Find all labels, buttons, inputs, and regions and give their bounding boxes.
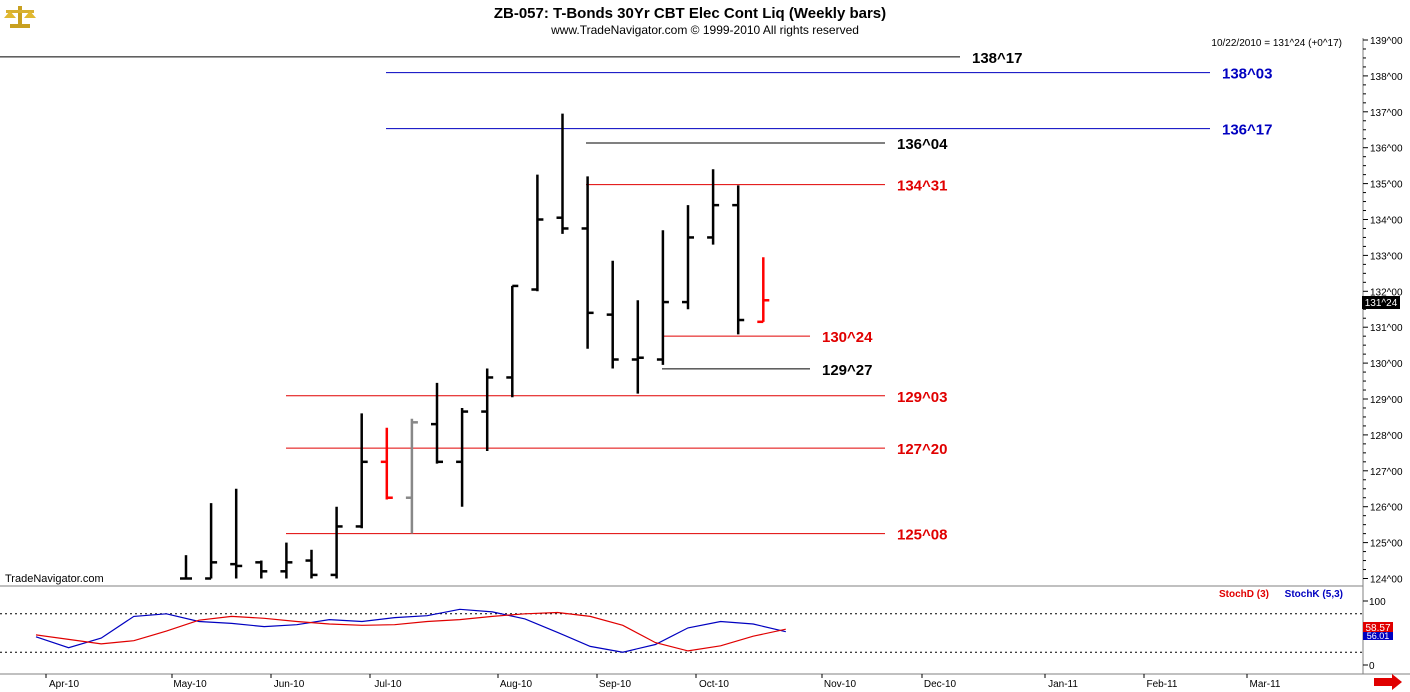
time-tick-label: Dec-10 — [924, 679, 957, 690]
level-label: 136^17 — [1222, 122, 1272, 139]
level-label: 127^20 — [897, 441, 947, 458]
price-tick-label: 132^00 — [1370, 287, 1403, 298]
ohlc-bar — [180, 555, 192, 580]
ohlc-bar — [631, 300, 644, 394]
level-label: 129^27 — [822, 362, 872, 379]
stoch-d-value: 56.01 — [1367, 631, 1390, 641]
indicator-tick-label: 100 — [1369, 597, 1386, 608]
support-resistance-levels: 138^17 138^03 136^17 136^04 134^31 130^24 129^… — [0, 50, 1272, 544]
price-tick-label: 131^00 — [1370, 323, 1403, 334]
time-tick-label: Mar-11 — [1250, 679, 1281, 690]
ohlc-bar — [606, 260, 619, 369]
price-tick-label: 136^00 — [1370, 144, 1403, 155]
level-label: 138^17 — [972, 50, 1022, 67]
current-price-label: 131^24 — [1365, 298, 1398, 309]
ohlc-bar — [556, 113, 569, 234]
level-label: 134^31 — [897, 178, 947, 195]
time-axis: Apr-10 May-10 Jun-10 Jul-10 Aug-10 Sep-10 Oct-… — [45, 674, 1281, 690]
level-label: 136^04 — [897, 136, 948, 153]
price-tick-label: 138^00 — [1370, 72, 1403, 83]
stoch-d-line — [35, 611, 786, 652]
price-tick-label: 128^00 — [1370, 431, 1403, 442]
level-label: 125^08 — [897, 527, 947, 544]
price-tick-label: 133^00 — [1370, 251, 1403, 262]
level-label: 138^03 — [1222, 66, 1272, 83]
watermark: TradeNavigator.com — [5, 573, 104, 585]
last-bar-info: 10/22/2010 = 131^24 (+0^17) — [1211, 38, 1342, 49]
indicator-tick-label: 0 — [1369, 661, 1375, 672]
ohlc-bar — [531, 174, 544, 292]
legend-stoch-k: StochK (5,3) — [1285, 589, 1343, 600]
indicator-value-badges: 56.01 58.57 — [1363, 622, 1393, 641]
ohlc-bar — [682, 205, 694, 310]
price-tick-label: 139^00 — [1370, 36, 1403, 47]
ohlc-bar — [205, 503, 218, 580]
level-label: 130^24 — [822, 329, 873, 346]
ohlc-bar — [230, 488, 243, 579]
time-tick-label: Aug-10 — [500, 679, 533, 690]
time-tick-label: Nov-10 — [824, 679, 857, 690]
time-tick-label: Jun-10 — [274, 679, 305, 690]
price-tick-label: 127^00 — [1370, 467, 1403, 478]
level-label: 129^03 — [897, 389, 947, 406]
time-tick-label: May-10 — [173, 679, 207, 690]
ohlc-bar — [581, 176, 594, 349]
ohlc-bar — [405, 418, 418, 534]
time-tick-label: Feb-11 — [1147, 679, 1178, 690]
stoch-k-line — [35, 608, 786, 653]
time-tick-label: Apr-10 — [49, 679, 79, 690]
ohlc-bar — [656, 230, 669, 365]
chart-subtitle: www.TradeNavigator.com © 1999-2010 All r… — [550, 23, 859, 37]
price-tick-label: 125^00 — [1370, 539, 1403, 550]
chart-title: ZB-057: T-Bonds 30Yr CBT Elec Cont Liq (… — [494, 5, 886, 22]
price-tick-label: 137^00 — [1370, 108, 1403, 119]
ohlc-bars — [180, 113, 770, 580]
price-tick-label: 134^00 — [1370, 216, 1403, 227]
price-tick-label: 130^00 — [1370, 359, 1403, 370]
ohlc-bar — [280, 542, 293, 579]
ohlc-bar — [732, 185, 745, 335]
ohlc-bar — [380, 427, 393, 500]
time-tick-label: Sep-10 — [599, 679, 632, 690]
ohlc-bar — [431, 382, 443, 464]
ohlc-bar — [757, 257, 770, 324]
time-tick-label: Jan-11 — [1048, 679, 1078, 690]
ohlc-bar — [481, 368, 494, 452]
price-tick-label: 135^00 — [1370, 180, 1403, 191]
ohlc-bar — [355, 413, 368, 529]
ohlc-bar — [456, 407, 469, 507]
ohlc-bar — [506, 284, 519, 398]
ohlc-bar — [707, 169, 720, 245]
current-price-marker: 131^24 — [1362, 296, 1400, 309]
price-axis: 124^00 125^00 126^00 127^00 128^00 129^00 130^… — [1363, 36, 1403, 586]
price-tick-label: 129^00 — [1370, 395, 1403, 406]
ohlc-bar — [255, 560, 268, 579]
ohlc-bar — [305, 549, 318, 579]
price-tick-label: 126^00 — [1370, 503, 1403, 514]
time-tick-label: Jul-10 — [374, 679, 402, 690]
legend-stoch-d: StochD (3) — [1219, 589, 1269, 600]
gold-scale-icon — [4, 6, 36, 28]
stoch-k-value: 58.57 — [1365, 623, 1390, 634]
ohlc-bar — [330, 506, 343, 579]
scroll-right-arrow-icon[interactable] — [1374, 674, 1402, 690]
time-tick-label: Oct-10 — [699, 679, 729, 690]
price-tick-label: 124^00 — [1370, 575, 1403, 586]
